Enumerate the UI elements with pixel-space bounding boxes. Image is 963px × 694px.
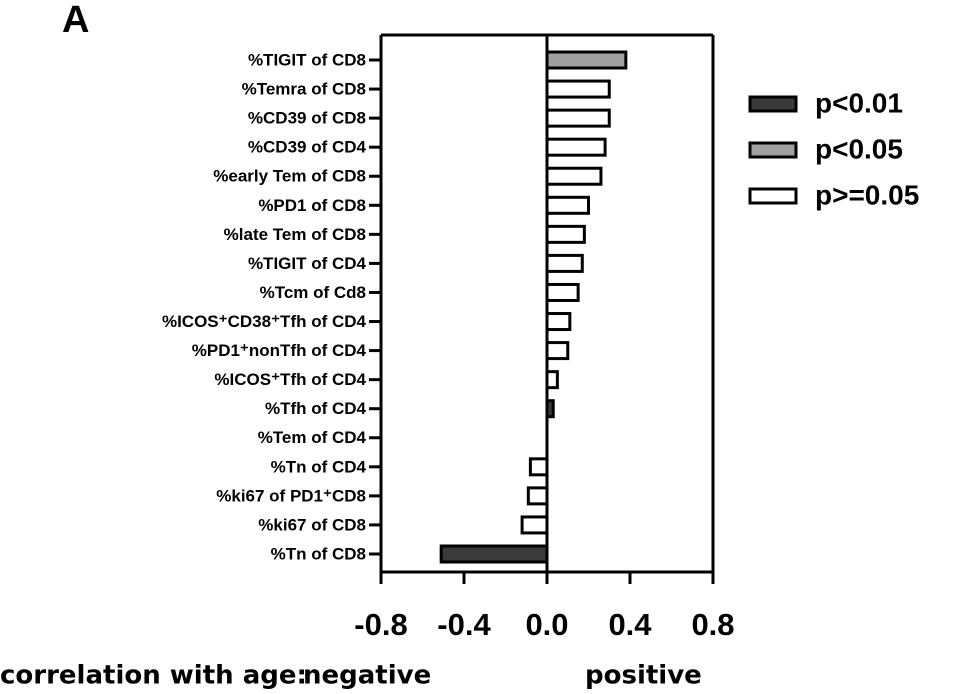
bar [545,224,586,244]
bar [439,544,549,564]
y-tick-label: %late Tem of CD8 [224,225,366,244]
y-tick-label: %Tcm of Cd8 [260,283,366,302]
bar [545,79,611,99]
x-tick-label: -0.8 [354,607,407,642]
x-tick-label: -0.4 [437,607,491,642]
bar [545,341,570,361]
bar [545,312,572,332]
negative-label: negative [303,661,431,691]
y-tick-label: %Tfh of CD4 [265,399,367,418]
y-tick-label: %TIGIT of CD8 [248,50,366,69]
legend-swatch [748,95,798,113]
legend-swatch [748,187,798,205]
positive-label: positive [585,661,702,691]
y-tick-label: %ki67 of CD8 [258,515,366,534]
x-tick-label: 0.8 [691,607,734,642]
y-tick-label: %Tn of CD4 [271,457,367,476]
y-tick-label: %ki67 of PD1⁺CD8 [216,486,366,505]
bar [545,399,555,419]
y-tick-label: %PD1⁺nonTfh of CD4 [192,341,367,360]
bar [528,457,549,477]
panel-label: A [62,0,89,41]
y-tick-label: %Temra of CD8 [242,80,366,99]
y-tick-label: %PD1 of CD8 [258,196,366,215]
y-tick-label: %ICOS⁺CD38⁺Tfh of CD4 [162,312,367,331]
y-tick-label: %ICOS⁺Tfh of CD4 [214,370,366,389]
bar [545,50,628,70]
y-tick-label: %Tn of CD8 [271,544,366,563]
legend-label: p<0.05 [815,133,903,164]
bar [520,515,549,535]
legend-label: p<0.01 [815,87,903,118]
x-tick-label: 0.4 [608,607,652,642]
bar [545,253,584,273]
legend-label: p>=0.05 [815,179,919,210]
y-tick-label: %CD39 of CD4 [248,138,367,157]
legend-swatch [748,141,798,159]
bar [545,108,611,128]
x-tick-label: 0.0 [525,607,568,642]
y-tick-label: %early Tem of CD8 [213,167,366,186]
bar [545,166,603,186]
bar [545,137,607,157]
bar [545,282,580,302]
y-tick-label: %CD39 of CD8 [248,109,366,128]
bar [545,195,590,215]
y-tick-label: %Tem of CD4 [258,428,367,447]
y-tick-label: %TIGIT of CD4 [248,254,367,273]
bar [545,370,559,390]
x-axis-label: correlation with age: [0,661,307,691]
bar [526,486,549,506]
